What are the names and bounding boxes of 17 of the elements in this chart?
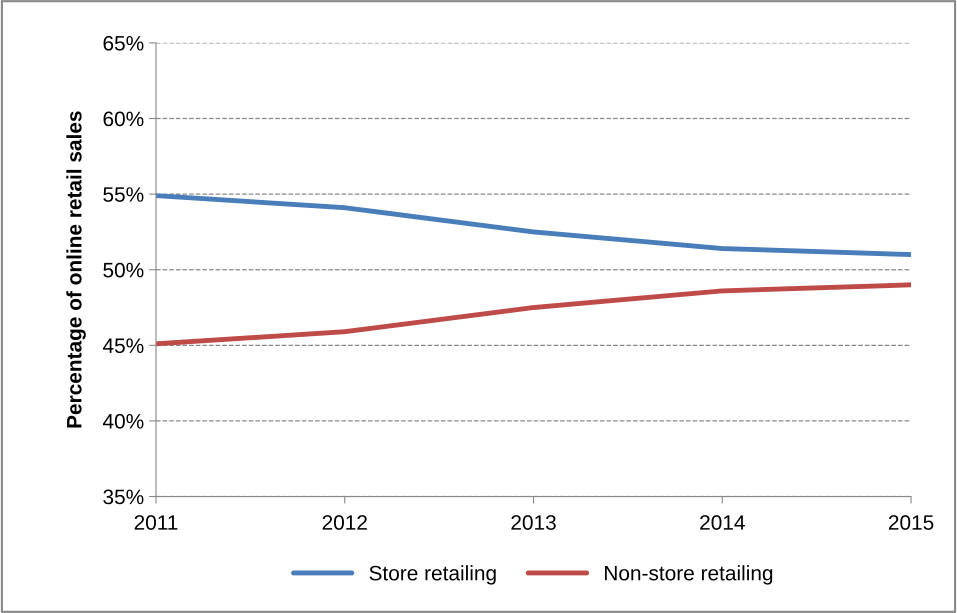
y-tick-label: 50% <box>103 262 144 278</box>
legend-label: Non-store retailing <box>605 565 772 585</box>
y-axis-title: Percentage of online retail sales <box>66 111 86 428</box>
line-series <box>156 282 912 346</box>
x-tick-label: 2012 <box>322 515 367 530</box>
x-tick-label: 2014 <box>700 515 745 530</box>
y-tick-label: 60% <box>104 112 144 126</box>
x-tick-label: 2013 <box>511 515 556 530</box>
y-tick-label: 40% <box>102 414 144 429</box>
line-series <box>156 193 912 258</box>
legend-label: Store retailing <box>369 565 496 585</box>
x-tick-label: 2015 <box>888 515 934 530</box>
y-tick-label: 35% <box>103 490 144 504</box>
x-tick-label: 2011 <box>134 515 178 530</box>
y-tick-label: 55% <box>103 187 144 202</box>
y-tick-label: 45% <box>102 338 144 354</box>
y-tick-label: 65% <box>104 36 144 51</box>
